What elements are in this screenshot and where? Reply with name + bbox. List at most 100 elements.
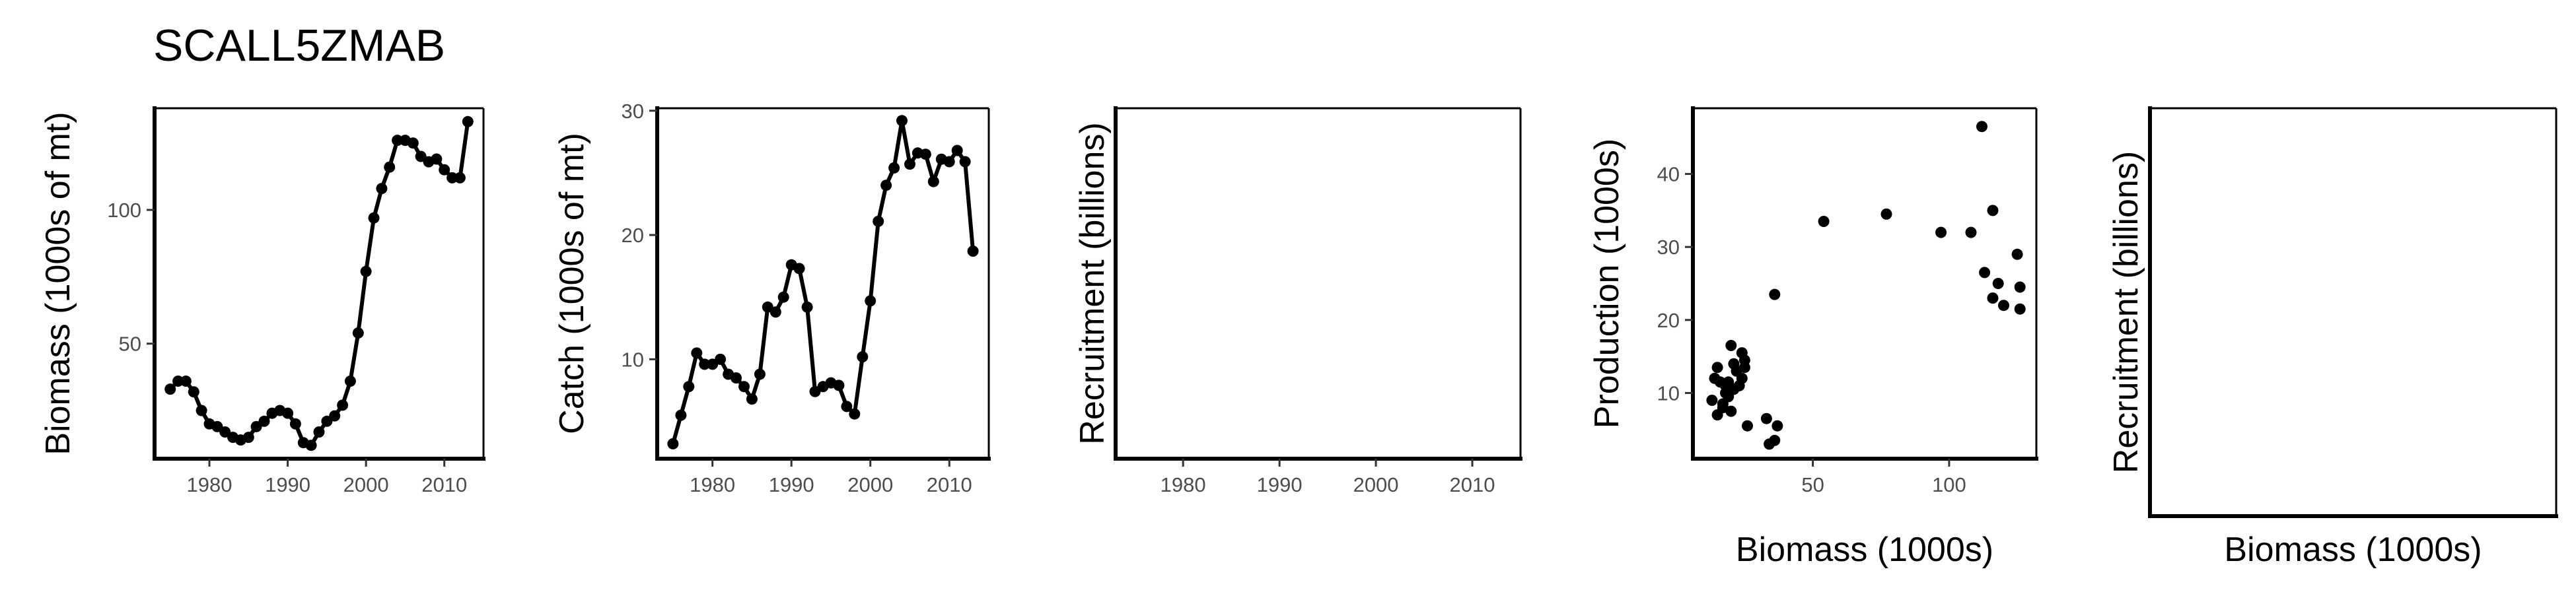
data-point — [439, 164, 450, 176]
y-tick-label: 100 — [107, 199, 141, 222]
data-point — [951, 145, 963, 156]
data-point — [849, 408, 861, 420]
panel-5: Recruitment (billions) Biomass (1000s) — [2107, 106, 2558, 569]
data-point — [360, 265, 372, 277]
data-point — [407, 137, 419, 149]
y-tick-label: 30 — [622, 100, 644, 123]
data-point — [164, 383, 176, 395]
data-point — [738, 381, 750, 393]
data-point — [321, 415, 333, 427]
data-point — [344, 376, 356, 387]
data-point — [180, 376, 192, 387]
data-point — [1998, 300, 2009, 312]
data-point — [462, 116, 474, 127]
y-tick-label: 10 — [1657, 381, 1680, 405]
data-point — [2014, 281, 2026, 293]
data-point — [699, 358, 711, 370]
data-point — [1769, 288, 1781, 300]
x-tick-label: 2010 — [927, 473, 972, 496]
data-point — [352, 327, 364, 339]
x-tick-label: 2010 — [421, 473, 467, 496]
data-point — [242, 432, 254, 444]
data-point — [746, 393, 758, 405]
panel-4: 50 100 10 20 30 40 Production (1000s) Biomass (… — [1588, 106, 2038, 569]
x-tick-label: 1980 — [1161, 473, 1206, 496]
x-tick-label: 100 — [1932, 473, 1966, 496]
data-point — [919, 148, 931, 160]
data-point — [1935, 226, 1947, 238]
data-point — [769, 306, 781, 318]
series-line — [168, 121, 470, 447]
data-point — [415, 150, 427, 162]
data-point — [1711, 362, 1723, 374]
y-tick-label: 40 — [1657, 163, 1680, 186]
y-axis-title: Catch (1000s of mt) — [553, 133, 591, 434]
data-point — [1976, 121, 1987, 133]
data-point — [873, 215, 884, 227]
data-point — [1738, 354, 1750, 366]
data-point — [1771, 420, 1783, 432]
data-point — [841, 401, 853, 412]
data-point — [857, 351, 869, 363]
data-point — [1720, 380, 1731, 391]
x-tick-label: 2000 — [847, 473, 893, 496]
data-point — [927, 176, 939, 187]
y-tick-label: 20 — [1657, 309, 1680, 332]
x-tick-label: 1990 — [1257, 473, 1303, 496]
data-point — [754, 368, 766, 380]
x-tick-label: 2000 — [1353, 473, 1399, 496]
data-point — [1706, 395, 1718, 406]
y-axis-title: Recruitment (billions) — [2107, 151, 2145, 473]
data-point — [943, 156, 955, 168]
data-point — [172, 376, 184, 387]
data-point — [1818, 216, 1830, 227]
data-point — [454, 172, 466, 183]
x-tick-label: 1980 — [690, 473, 735, 496]
chart-title: SCALL5ZMAB — [153, 20, 446, 71]
data-point — [188, 386, 199, 398]
data-point — [1725, 340, 1737, 351]
data-point — [865, 295, 877, 307]
data-point — [1987, 205, 1999, 216]
data-point — [376, 183, 388, 195]
data-point — [196, 405, 207, 416]
y-tick-label: 10 — [622, 348, 644, 371]
data-point — [384, 161, 396, 173]
series-line — [671, 118, 976, 445]
data-point — [305, 440, 317, 451]
data-point — [1736, 372, 1748, 384]
data-point — [2014, 303, 2026, 315]
x-tick-label: 2010 — [1450, 473, 1495, 496]
x-tick-label: 1980 — [187, 473, 233, 496]
data-point — [667, 438, 679, 449]
data-point — [431, 153, 443, 165]
x-tick-label: 50 — [1801, 473, 1824, 496]
data-point — [683, 381, 695, 393]
data-point — [691, 347, 703, 359]
data-point — [801, 301, 813, 313]
data-point — [392, 135, 404, 147]
y-axis-title: Production (1000s) — [1588, 139, 1626, 428]
panel-3: 1980 1990 2000 2010 Recruitment (billions) — [1073, 106, 1522, 496]
data-point — [967, 246, 979, 257]
data-point — [880, 180, 892, 191]
y-tick-label: 50 — [119, 333, 141, 356]
data-point — [250, 420, 262, 432]
data-point — [896, 115, 908, 127]
data-point — [1769, 434, 1781, 446]
x-axis-title: Biomass (1000s) — [1736, 531, 1993, 569]
data-point — [337, 399, 349, 411]
data-point — [258, 415, 270, 427]
data-point — [219, 426, 231, 438]
data-point — [1992, 278, 2004, 289]
data-point — [715, 353, 727, 365]
x-axis-title: Biomass (1000s) — [2224, 531, 2482, 569]
data-point — [904, 158, 915, 170]
y-axis-title: Biomass (1000s of mt) — [39, 112, 77, 455]
data-point — [777, 291, 789, 303]
data-point — [1880, 208, 1892, 220]
data-point — [1987, 292, 1999, 304]
x-tick-label: 2000 — [343, 473, 389, 496]
